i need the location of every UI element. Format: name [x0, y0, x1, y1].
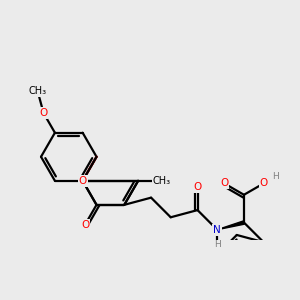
Text: O: O	[194, 182, 202, 192]
Text: O: O	[81, 220, 89, 230]
Text: O: O	[220, 178, 228, 188]
Text: H: H	[214, 241, 220, 250]
Text: CH₃: CH₃	[28, 86, 47, 96]
Text: O: O	[39, 108, 48, 118]
Text: N: N	[213, 225, 221, 235]
Text: O: O	[79, 176, 87, 186]
Text: H: H	[272, 172, 279, 181]
Text: CH₃: CH₃	[153, 176, 171, 186]
Polygon shape	[217, 221, 244, 230]
Text: O: O	[260, 178, 268, 188]
